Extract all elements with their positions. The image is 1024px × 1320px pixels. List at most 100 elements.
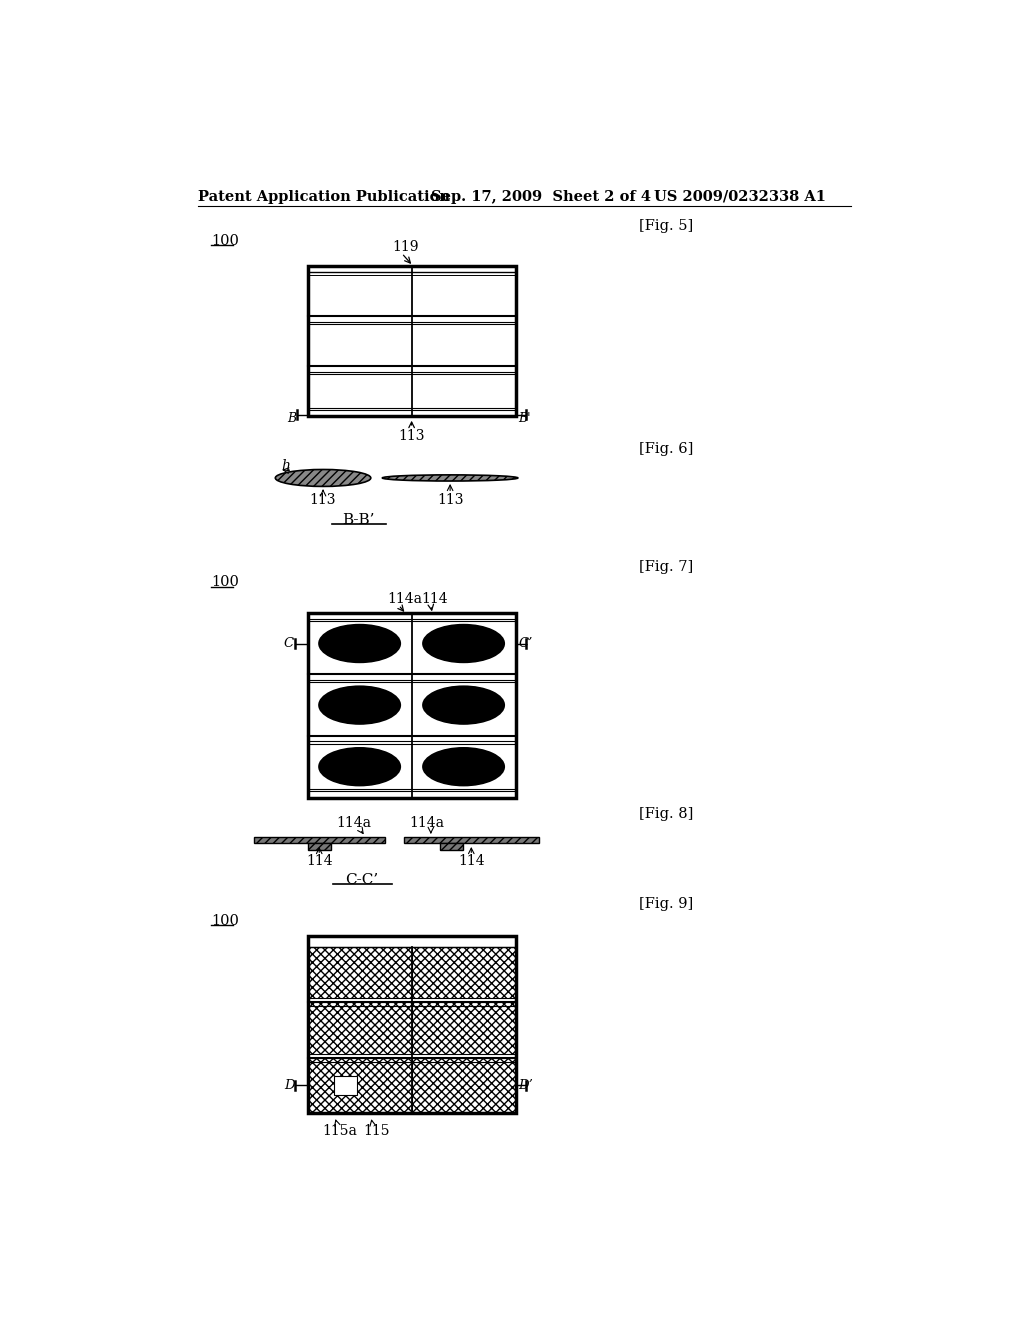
- Ellipse shape: [343, 759, 376, 775]
- Ellipse shape: [451, 638, 477, 649]
- Ellipse shape: [422, 624, 505, 663]
- Ellipse shape: [346, 698, 373, 711]
- Ellipse shape: [327, 751, 392, 783]
- Text: 100: 100: [211, 576, 240, 589]
- Ellipse shape: [330, 630, 389, 657]
- Ellipse shape: [356, 642, 362, 645]
- Text: D’: D’: [518, 1078, 534, 1092]
- Ellipse shape: [424, 686, 503, 723]
- Ellipse shape: [343, 636, 376, 651]
- Ellipse shape: [321, 686, 399, 723]
- Ellipse shape: [346, 760, 373, 774]
- Ellipse shape: [346, 638, 373, 649]
- Ellipse shape: [353, 640, 367, 647]
- Ellipse shape: [434, 692, 494, 719]
- Text: [Fig. 5]: [Fig. 5]: [639, 219, 693, 234]
- Text: 114: 114: [458, 854, 484, 869]
- Ellipse shape: [454, 762, 473, 771]
- Ellipse shape: [443, 696, 483, 714]
- Text: 113: 113: [437, 492, 463, 507]
- Ellipse shape: [343, 697, 376, 713]
- Ellipse shape: [330, 752, 389, 780]
- Ellipse shape: [457, 640, 470, 647]
- Ellipse shape: [353, 763, 367, 770]
- Text: 119: 119: [392, 240, 419, 253]
- Ellipse shape: [434, 752, 494, 780]
- Ellipse shape: [457, 702, 470, 709]
- Ellipse shape: [356, 766, 362, 768]
- Ellipse shape: [461, 642, 467, 645]
- Ellipse shape: [353, 702, 367, 709]
- Text: B': B': [518, 412, 531, 425]
- Ellipse shape: [340, 758, 379, 776]
- Text: US 2009/0232338 A1: US 2009/0232338 A1: [654, 190, 826, 203]
- Ellipse shape: [447, 759, 480, 775]
- Bar: [307, 936, 515, 946]
- Ellipse shape: [333, 693, 386, 718]
- Bar: [307, 946, 412, 998]
- Text: 114a: 114a: [410, 816, 444, 830]
- Bar: [254, 837, 385, 842]
- Text: Sep. 17, 2009  Sheet 2 of 4: Sep. 17, 2009 Sheet 2 of 4: [431, 190, 651, 203]
- Ellipse shape: [422, 685, 505, 725]
- Ellipse shape: [431, 751, 497, 783]
- Ellipse shape: [461, 766, 467, 768]
- Ellipse shape: [275, 470, 371, 487]
- Ellipse shape: [350, 762, 370, 771]
- Ellipse shape: [443, 758, 483, 776]
- Bar: [412, 1057, 515, 1113]
- Ellipse shape: [356, 704, 362, 706]
- Ellipse shape: [337, 632, 383, 655]
- Ellipse shape: [440, 632, 486, 655]
- Ellipse shape: [340, 634, 379, 653]
- Text: h: h: [282, 458, 291, 473]
- Ellipse shape: [454, 639, 473, 648]
- Text: B: B: [287, 412, 296, 425]
- Ellipse shape: [437, 754, 489, 779]
- Ellipse shape: [447, 697, 480, 713]
- Text: 114a: 114a: [387, 591, 422, 606]
- Ellipse shape: [437, 631, 489, 656]
- Text: B-B’: B-B’: [342, 513, 375, 527]
- Ellipse shape: [318, 747, 401, 787]
- Text: [Fig. 6]: [Fig. 6]: [639, 442, 693, 457]
- Text: 114a: 114a: [336, 816, 372, 830]
- Text: 115: 115: [364, 1123, 390, 1138]
- Bar: [334, 1076, 356, 1096]
- Bar: [439, 842, 463, 850]
- Ellipse shape: [427, 750, 500, 784]
- Ellipse shape: [440, 756, 486, 777]
- Ellipse shape: [324, 688, 396, 722]
- Ellipse shape: [327, 689, 392, 721]
- Ellipse shape: [327, 628, 392, 659]
- Text: 100: 100: [211, 913, 240, 928]
- Bar: [307, 936, 515, 1113]
- Ellipse shape: [340, 696, 379, 714]
- Ellipse shape: [424, 748, 503, 785]
- Bar: [307, 1057, 412, 1113]
- Text: D: D: [284, 1078, 295, 1092]
- Ellipse shape: [443, 634, 483, 653]
- Ellipse shape: [447, 636, 480, 651]
- Bar: [307, 1002, 412, 1053]
- Ellipse shape: [422, 747, 505, 787]
- Bar: [403, 837, 539, 842]
- Ellipse shape: [451, 698, 477, 711]
- Ellipse shape: [337, 756, 383, 777]
- Bar: [307, 612, 515, 797]
- Text: C: C: [284, 638, 294, 649]
- Ellipse shape: [434, 630, 494, 657]
- Ellipse shape: [431, 628, 497, 659]
- Bar: [307, 267, 515, 416]
- Bar: [307, 842, 331, 850]
- Text: [Fig. 7]: [Fig. 7]: [639, 560, 693, 573]
- Ellipse shape: [431, 689, 497, 721]
- Text: Patent Application Publication: Patent Application Publication: [199, 190, 451, 203]
- Ellipse shape: [382, 475, 518, 480]
- Ellipse shape: [454, 701, 473, 710]
- Ellipse shape: [318, 624, 401, 663]
- Ellipse shape: [440, 694, 486, 715]
- Ellipse shape: [427, 626, 500, 661]
- Ellipse shape: [333, 631, 386, 656]
- Ellipse shape: [427, 688, 500, 722]
